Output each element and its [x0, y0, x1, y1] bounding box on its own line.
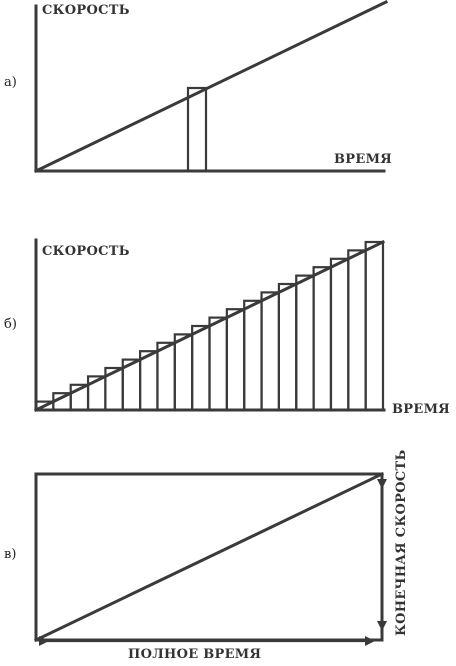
panel-a-velocity-line [33, 0, 389, 174]
panel-a-time-strip [186, 86, 208, 173]
panel-c-bottom-label-bg [124, 645, 246, 661]
panel-b-strip [173, 333, 194, 412]
panel-b-strip [208, 316, 228, 412]
panel-b-strip [277, 282, 298, 412]
panel-a: а) СКОРОСТЬ ВРЕМЯ [4, 0, 392, 174]
panel-b-strip [329, 257, 350, 412]
panel-b-strip [312, 266, 333, 412]
panel-c-marker: в) [4, 547, 16, 562]
panel-b-strip [347, 249, 367, 412]
panel-b-strip [225, 308, 246, 412]
panel-b-velocity-line [33, 239, 386, 413]
panel-a-x-label: ВРЕМЯ [334, 152, 392, 167]
panel-b-strip [243, 299, 263, 412]
panel-b-strip [364, 240, 385, 412]
panel-a-marker: а) [4, 75, 17, 90]
panel-b-strip [295, 274, 315, 412]
panel-c: в) ПОЛНОЕ ВРЕМЯ КОНЕЧНАЯ СКОРОСТЬ [4, 449, 409, 662]
panel-b-strip [156, 341, 176, 412]
panel-c-right-label: КОНЕЧНАЯ СКОРОСТЬ [394, 449, 409, 636]
panel-c-bottom-label: ПОЛНОЕ ВРЕМЯ [128, 647, 261, 662]
panel-b-strips [34, 240, 385, 412]
panel-c-diagonal [33, 471, 385, 643]
panel-b-strip [260, 291, 280, 412]
panel-b-marker: б) [4, 317, 17, 332]
panel-b-x-label: ВРЕМЯ [392, 402, 450, 417]
panel-b-strip [139, 350, 159, 412]
panel-b-strip [191, 324, 211, 412]
panel-b: б) СКОРОСТЬ ВРЕМЯ [4, 238, 450, 417]
panel-b-y-label: СКОРОСТЬ [42, 244, 130, 259]
panel-a-y-label: СКОРОСТЬ [42, 3, 130, 18]
